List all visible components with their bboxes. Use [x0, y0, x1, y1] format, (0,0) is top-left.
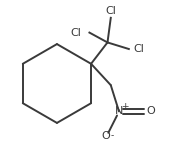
- Text: N: N: [115, 106, 123, 116]
- Text: Cl: Cl: [105, 6, 116, 16]
- Text: -: -: [111, 132, 114, 141]
- Text: Cl: Cl: [134, 44, 145, 54]
- Text: O: O: [146, 106, 155, 116]
- Text: O: O: [102, 131, 110, 141]
- Text: +: +: [121, 102, 129, 111]
- Text: Cl: Cl: [70, 28, 81, 38]
